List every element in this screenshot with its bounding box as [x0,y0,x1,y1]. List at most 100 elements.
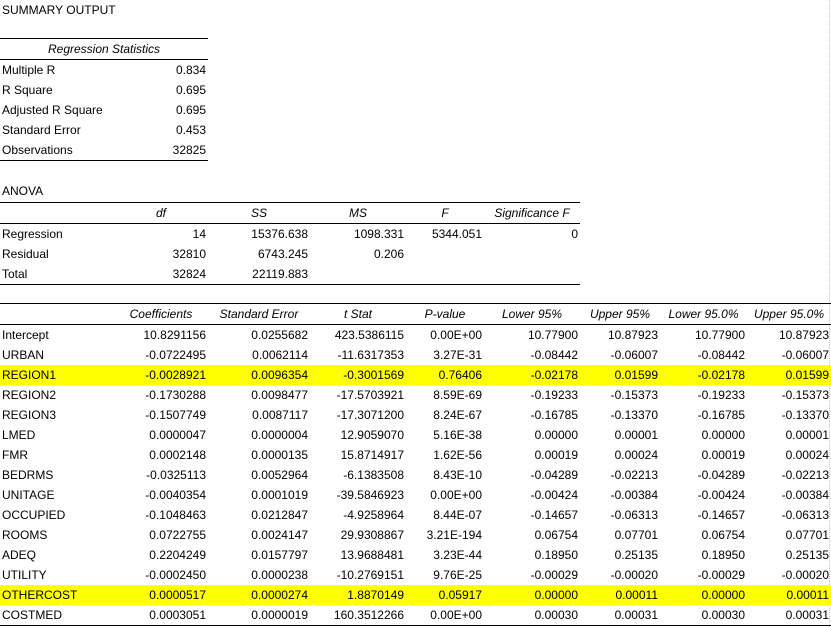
coefficient-cell[interactable]: -17.3071200 [336,408,404,422]
coefficients-column-header[interactable]: Lower 95% [484,303,580,325]
coefficient-cell[interactable]: 0.25135 [614,548,658,562]
coefficient-cell[interactable]: -4.9258964 [343,508,404,522]
coefficient-cell[interactable]: -0.13370 [610,408,658,422]
coefficient-cell[interactable]: -39.5846923 [336,488,404,502]
coefficient-cell[interactable]: -0.06007 [781,348,829,362]
coefficients-column-header[interactable] [0,303,114,325]
statistic-label[interactable]: Multiple R [2,63,56,77]
coefficient-cell[interactable]: 10.77900 [694,328,745,342]
coefficient-cell[interactable]: 0.00000 [660,585,747,605]
coefficient-cell[interactable]: 0.0000019 [208,605,310,626]
coefficient-cell[interactable]: 0.0000135 [251,448,308,462]
coefficient-cell[interactable]: 5.16E-38 [433,428,482,442]
coefficient-cell[interactable]: 0.00E+00 [430,328,482,342]
anova-cell[interactable]: 0.206 [373,247,404,261]
statistic-value[interactable]: 0.453 [175,123,207,137]
coefficient-cell[interactable]: 0.06754 [534,528,578,542]
coefficient-cell[interactable]: -0.1730288 [145,388,206,402]
coefficient-cell[interactable]: 0.0000238 [251,568,308,582]
coefficient-cell[interactable]: 0.00000 [484,585,580,605]
coefficient-cell[interactable]: -0.1507749 [145,408,206,422]
coefficients-column-header[interactable]: Upper 95% [580,303,660,325]
anova-cell[interactable]: 0 [571,227,578,241]
coefficient-cell[interactable]: -0.14657 [697,508,745,522]
anova-column-header[interactable]: Significance F [484,202,580,224]
coefficient-cell[interactable]: 0.18950 [701,548,745,562]
coefficient-cell[interactable]: 0.0024147 [251,528,308,542]
coefficient-cell[interactable]: 0.00011 [580,585,660,605]
variable-name[interactable]: ROOMS [2,528,48,542]
coefficient-cell[interactable]: 10.77900 [527,328,578,342]
coefficient-cell[interactable]: 1.62E-56 [433,448,482,462]
coefficient-cell[interactable]: 0.0052964 [251,468,308,482]
coefficient-cell[interactable]: 160.3512266 [310,605,406,626]
anova-cell[interactable]: 32810 [172,247,206,261]
coefficient-cell[interactable]: -0.16785 [697,408,745,422]
coefficient-cell[interactable]: 0.00E+00 [430,488,482,502]
coefficient-cell[interactable]: 8.59E-69 [433,388,482,402]
coefficients-column-header[interactable]: Lower 95.0% [660,303,747,325]
anova-cell[interactable]: 5344.051 [431,227,482,241]
coefficient-cell[interactable]: -0.08442 [697,348,745,362]
anova-row-label[interactable]: Total [0,264,114,285]
coefficients-column-header[interactable]: Coefficients [114,303,208,325]
coefficient-cell[interactable]: 0.0000004 [251,428,308,442]
coefficient-cell[interactable]: -0.14657 [530,508,578,522]
coefficient-cell[interactable]: 8.24E-67 [433,408,482,422]
coefficient-cell[interactable]: -0.1048463 [145,508,206,522]
coefficient-cell[interactable]: 0.00031 [747,605,831,626]
statistic-label[interactable]: Observations [0,140,140,161]
coefficient-cell[interactable]: 0.0001019 [251,488,308,502]
statistic-label[interactable]: Adjusted R Square [2,103,103,117]
anova-row-label[interactable]: Regression [2,227,63,241]
coefficient-cell[interactable]: 0.00000 [534,428,578,442]
coefficient-cell[interactable]: 0.0096354 [208,365,310,385]
variable-name[interactable]: URBAN [2,348,45,362]
anova-cell[interactable]: 22119.883 [208,264,310,285]
variable-name[interactable]: COSTMED [0,605,114,626]
coefficient-cell[interactable]: 0.0212847 [251,508,308,522]
coefficient-cell[interactable]: -0.13370 [781,408,829,422]
anova-cell[interactable] [310,264,406,285]
coefficient-cell[interactable]: 0.0098477 [251,388,308,402]
coefficient-cell[interactable]: 0.0000047 [149,428,206,442]
coefficient-cell[interactable]: 0.00E+00 [406,605,484,626]
coefficient-cell[interactable]: -0.04289 [530,468,578,482]
coefficient-cell[interactable]: 0.07701 [785,528,829,542]
variable-name[interactable]: BEDRMS [2,468,54,482]
coefficient-cell[interactable]: -0.08442 [530,348,578,362]
statistic-value[interactable]: 32825 [140,140,209,161]
anova-column-header[interactable]: df [114,202,208,224]
coefficient-cell[interactable]: -0.02213 [781,468,829,482]
coefficient-cell[interactable]: 0.01599 [747,365,831,385]
anova-cell[interactable]: 14 [192,227,206,241]
statistic-value[interactable]: 0.695 [175,83,207,97]
coefficient-cell[interactable]: -0.02213 [610,468,658,482]
coefficient-cell[interactable]: 0.05917 [406,585,484,605]
coefficient-cell[interactable]: -0.00424 [697,488,745,502]
coefficient-cell[interactable]: 0.00001 [785,428,829,442]
coefficient-cell[interactable]: -0.00020 [781,568,829,582]
coefficient-cell[interactable]: 0.0062114 [252,348,308,362]
statistic-label[interactable]: Standard Error [2,123,81,137]
coefficient-cell[interactable]: 423.5386115 [334,328,404,342]
coefficient-cell[interactable]: -10.2769151 [336,568,404,582]
anova-cell[interactable] [484,264,580,285]
variable-name[interactable]: UNITAGE [2,488,55,502]
coefficient-cell[interactable]: 0.06754 [701,528,745,542]
coefficient-cell[interactable]: 3.27E-31 [433,348,482,362]
coefficient-cell[interactable]: -0.19233 [697,388,745,402]
statistic-value[interactable]: 0.695 [175,103,207,117]
coefficient-cell[interactable]: 0.00011 [747,585,831,605]
coefficient-cell[interactable]: 0.25135 [785,548,829,562]
coefficient-cell[interactable]: -0.00029 [697,568,745,582]
coefficient-cell[interactable]: -0.06007 [610,348,658,362]
variable-name[interactable]: ADEQ [2,548,37,562]
coefficient-cell[interactable]: -6.1383508 [343,468,404,482]
coefficient-cell[interactable]: 0.0002148 [149,448,206,462]
anova-column-header[interactable]: F [406,202,484,224]
variable-name[interactable]: REGION1 [0,365,114,385]
variable-name[interactable]: OTHERCOST [0,585,114,605]
coefficient-cell[interactable]: -11.6317353 [337,348,404,362]
coefficient-cell[interactable]: -0.15373 [781,388,829,402]
